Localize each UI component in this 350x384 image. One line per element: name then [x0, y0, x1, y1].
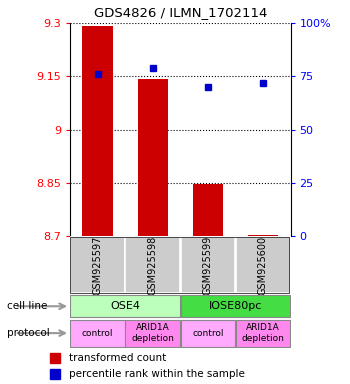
Text: ARID1A
depletion: ARID1A depletion: [131, 323, 174, 343]
Bar: [70, 295, 180, 318]
Bar: [248, 235, 278, 236]
Bar: [70, 319, 125, 347]
Bar: [181, 295, 290, 318]
Text: control: control: [192, 329, 224, 338]
Text: GSM925599: GSM925599: [203, 235, 213, 295]
Bar: [82, 25, 113, 236]
Bar: [236, 237, 290, 293]
Text: OSE4: OSE4: [110, 301, 140, 311]
Text: GSM925600: GSM925600: [258, 235, 268, 295]
Text: IOSE80pc: IOSE80pc: [209, 301, 262, 311]
Text: transformed count: transformed count: [69, 353, 166, 363]
Text: protocol: protocol: [7, 328, 50, 338]
Bar: [125, 237, 180, 293]
Bar: [236, 319, 290, 347]
Bar: [138, 79, 168, 236]
Bar: [70, 237, 125, 293]
Text: GSM925598: GSM925598: [148, 235, 158, 295]
Text: ARID1A
depletion: ARID1A depletion: [241, 323, 284, 343]
Bar: [181, 319, 235, 347]
Bar: [181, 237, 235, 293]
Text: GSM925597: GSM925597: [92, 235, 103, 295]
Text: cell line: cell line: [7, 301, 47, 311]
Text: percentile rank within the sample: percentile rank within the sample: [69, 369, 245, 379]
Bar: [193, 184, 223, 236]
Bar: [125, 319, 180, 347]
Title: GDS4826 / ILMN_1702114: GDS4826 / ILMN_1702114: [93, 6, 267, 19]
Text: control: control: [82, 329, 113, 338]
